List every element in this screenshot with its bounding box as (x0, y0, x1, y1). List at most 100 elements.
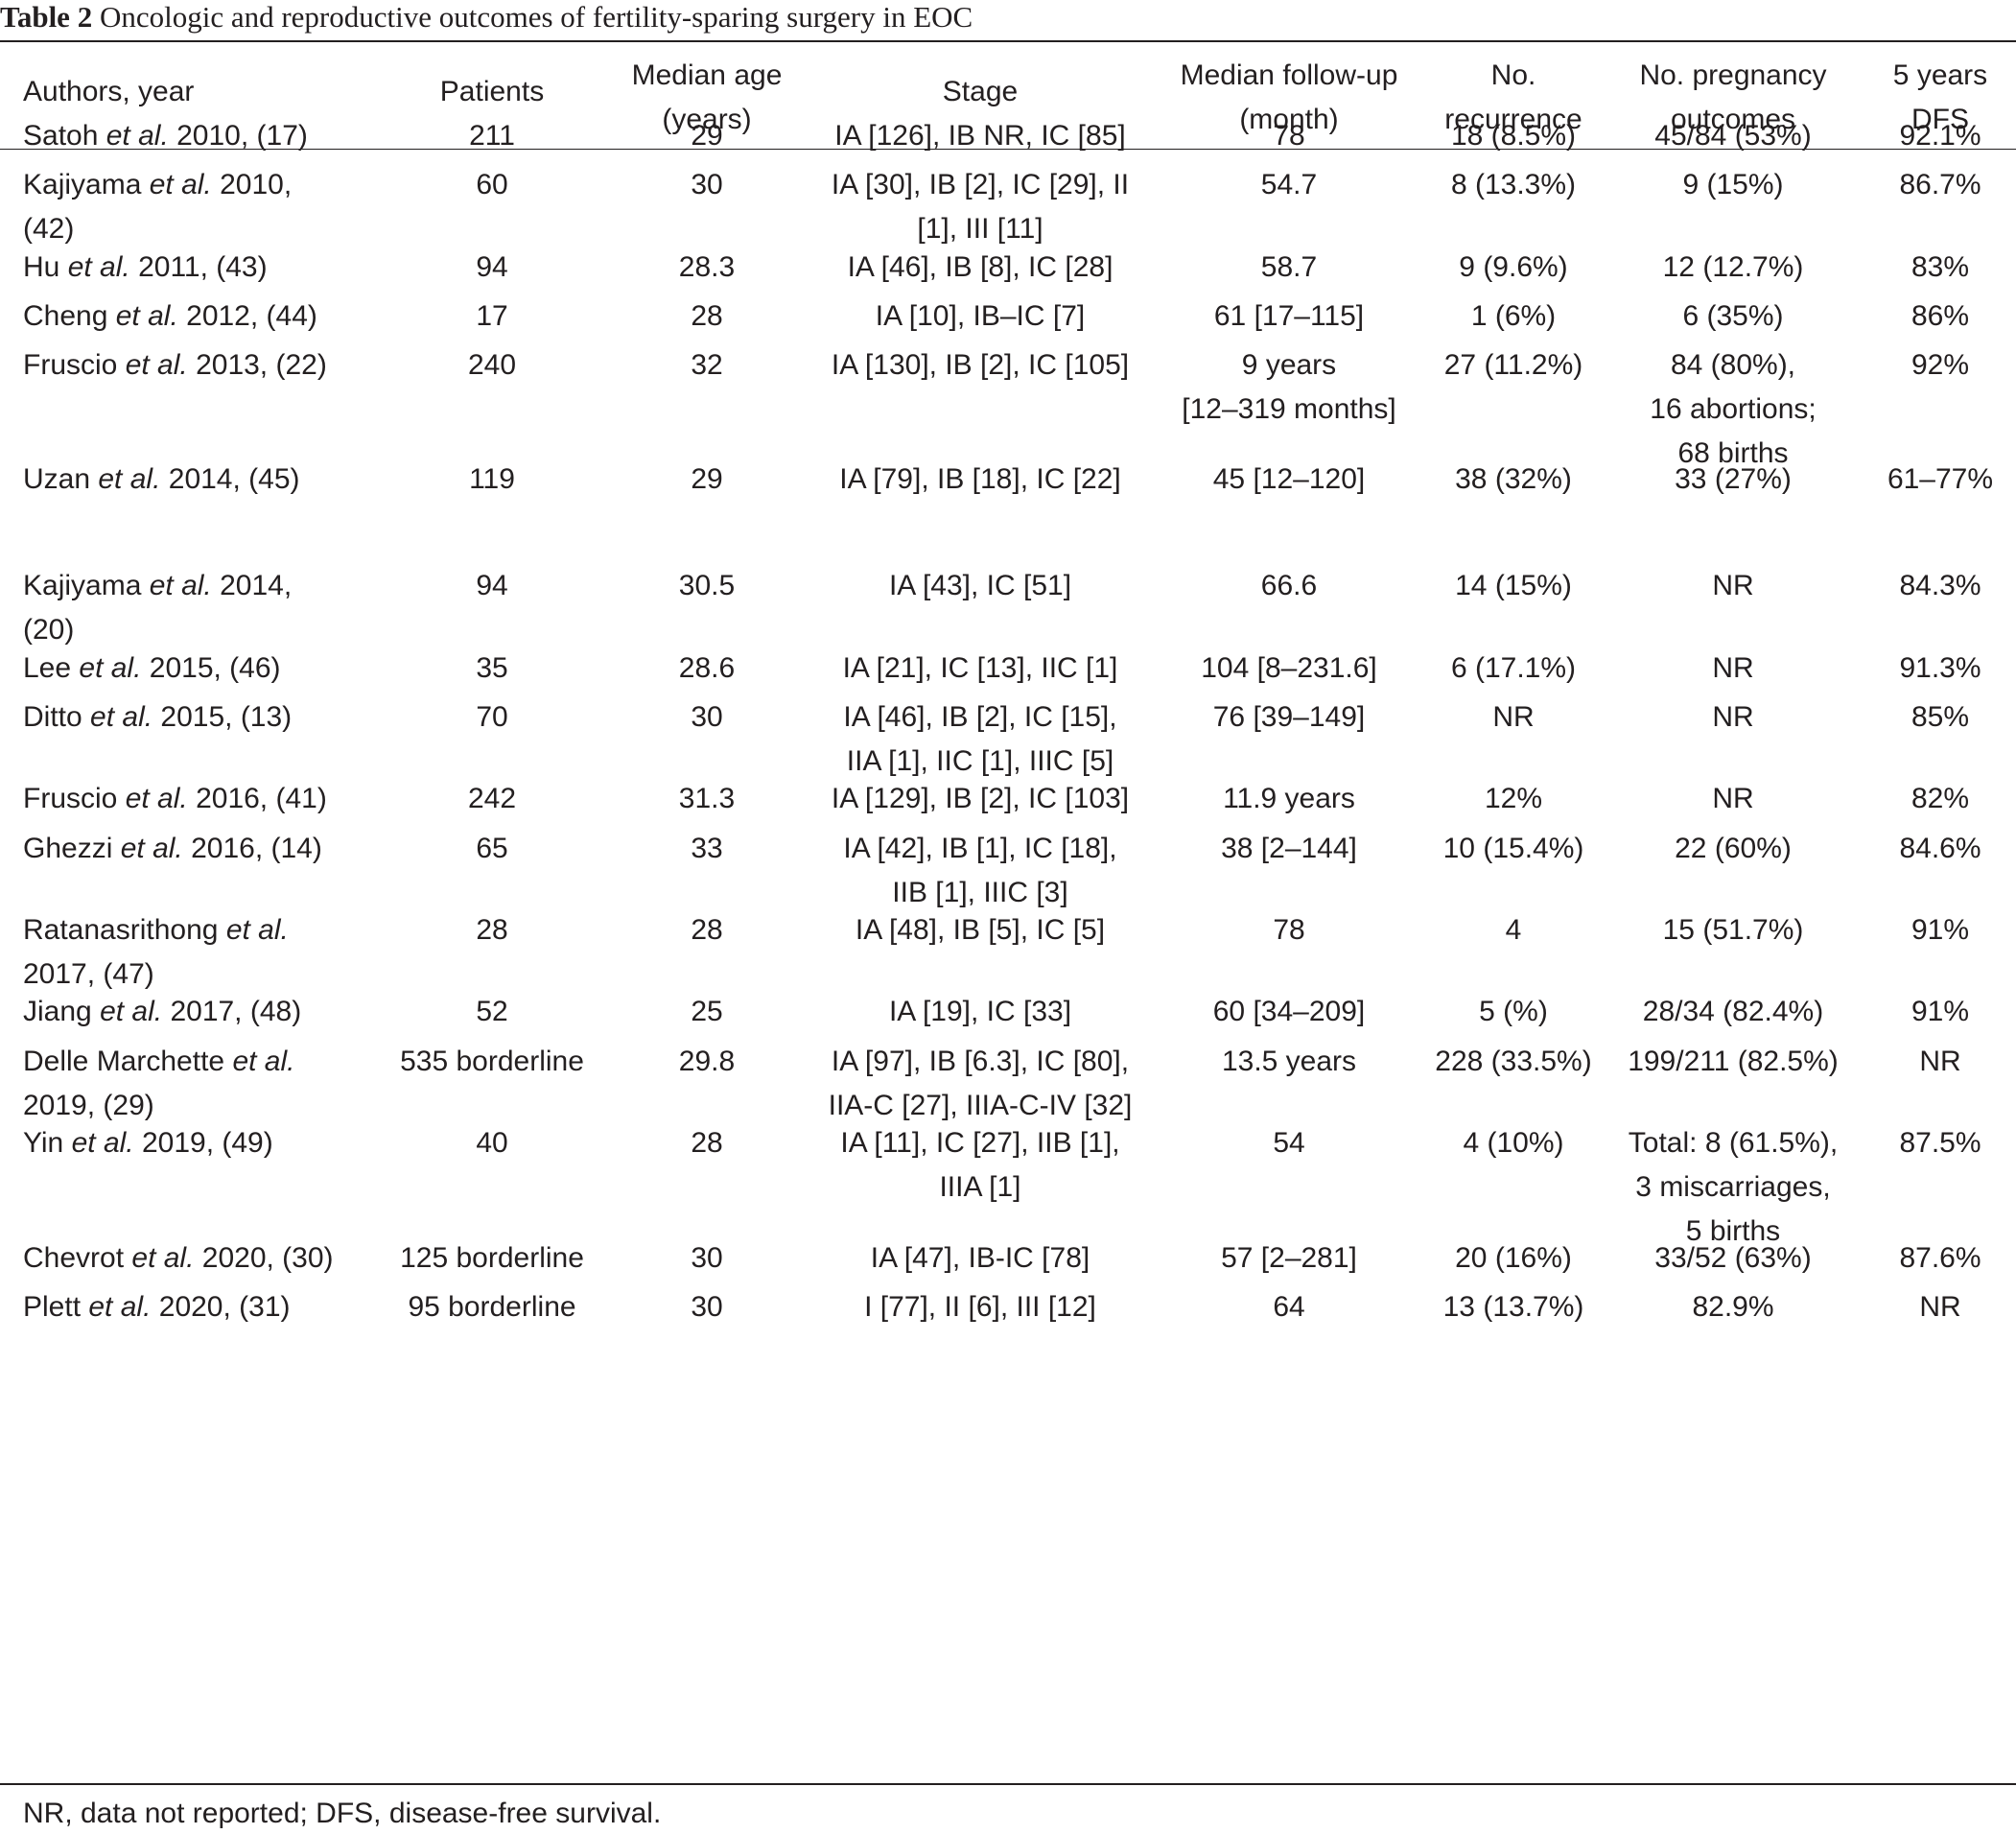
median-followup-cell: 64 (1145, 1285, 1433, 1329)
stage-cell: IA [48], IB [5], IC [5] (815, 908, 1145, 952)
dfs-value: 91% (1911, 996, 1970, 1027)
patients-cell: 119 (386, 458, 598, 502)
patients-value: 125 borderline (400, 1242, 584, 1274)
column-header-patients: Patients (386, 70, 598, 114)
dfs-value: 91% (1911, 914, 1970, 946)
patients-cell: 35 (386, 647, 598, 691)
median-followup-value: 78 (1273, 914, 1305, 946)
stage-value: IIA-C [27], IIIA-C-IV [32] (828, 1090, 1133, 1121)
dfs-value: 86.7% (1899, 169, 1981, 200)
dfs-cell: 61–77% (1872, 458, 2008, 502)
patients-cell: 94 (386, 564, 598, 608)
patients-value: 240 (467, 349, 517, 381)
author-line: Ditto et al. 2015, (13) (23, 695, 386, 740)
patients-cell: 95 borderline (386, 1285, 598, 1329)
recurrence-cell: 14 (15%) (1433, 564, 1594, 608)
author-name: Ghezzi (23, 833, 121, 864)
author-etal: et al. (120, 833, 183, 864)
dfs-cell: 84.6% (1872, 827, 2008, 871)
column-header-recurrence: No. recurrence (1433, 54, 1594, 142)
stage-value: IA [126], IB NR, IC [85] (834, 120, 1126, 152)
median-age-value: 30 (691, 701, 723, 733)
patients-value: 35 (476, 652, 508, 684)
median-followup-cell: 104 [8–231.6] (1145, 647, 1433, 691)
median-followup-cell: 9 years [12–319 months] (1145, 343, 1433, 432)
author-year-ref: 2016, (14) (182, 833, 322, 864)
patients-cell: 535 borderline (386, 1040, 598, 1084)
pregnancy-outcomes-value: Total: 8 (61.5%), (1628, 1127, 1839, 1159)
stage-cell: IA [30], IB [2], IC [29], II [1], III [11… (815, 163, 1145, 251)
patients-value: 95 borderline (408, 1291, 576, 1323)
author-cell: Kajiyama et al. 2014, (20) (23, 564, 386, 652)
pregnancy-outcomes-cell: NR (1594, 564, 1872, 608)
median-followup-value: [12–319 months] (1182, 393, 1396, 425)
pregnancy-outcomes-value: 28/34 (82.4%) (1642, 996, 1824, 1027)
column-header-line: Patients (439, 76, 545, 107)
pregnancy-outcomes-cell: 15 (51.7%) (1594, 908, 1872, 952)
author-line: Hu et al. 2011, (43) (23, 246, 386, 290)
author-name: Ratanasrithong (23, 914, 226, 946)
author-cell: Ghezzi et al. 2016, (14) (23, 827, 386, 871)
pregnancy-outcomes-cell: 45/84 (53%) (1594, 114, 1872, 158)
dfs-cell: 91.3% (1872, 647, 2008, 691)
stage-value: IA [130], IB [2], IC [105] (831, 349, 1130, 381)
author-year-ref-line2: 2019, (29) (23, 1090, 154, 1121)
median-age-cell: 28.6 (598, 647, 815, 691)
author-line: Kajiyama et al. 2014, (23, 564, 386, 608)
patients-value: 211 (469, 120, 515, 152)
column-header-median-age: Median age (years) (598, 54, 815, 142)
column-header-dfs: 5 years DFS (1872, 54, 2008, 142)
column-header-line: DFS (1911, 104, 1969, 135)
median-age-cell: 28.3 (598, 246, 815, 290)
pregnancy-outcomes-value: 68 births (1677, 437, 1789, 469)
stage-cell: IA [21], IC [13], IIC [1] (815, 647, 1145, 691)
stage-cell: IA [43], IC [51] (815, 564, 1145, 608)
column-header-line: Median follow-up (1180, 59, 1398, 91)
stage-value: IA [46], IB [8], IC [28] (847, 251, 1113, 283)
author-year-ref-line2: (42) (23, 213, 75, 245)
stage-value: IA [30], IB [2], IC [29], II (831, 169, 1130, 200)
median-age-cell: 30 (598, 163, 815, 207)
author-line: Yin et al. 2019, (49) (23, 1121, 386, 1165)
pregnancy-outcomes-cell: 82.9% (1594, 1285, 1872, 1329)
author-line: Ratanasrithong et al. (23, 908, 386, 952)
author-name: Kajiyama (23, 570, 150, 601)
pregnancy-outcomes-cell: Total: 8 (61.5%), 3 miscarriages, 5 births (1594, 1121, 1872, 1254)
pregnancy-outcomes-value: 84 (80%), (1670, 349, 1796, 381)
median-followup-value: 60 [34–209] (1212, 996, 1366, 1027)
patients-value: 60 (476, 169, 508, 200)
pregnancy-outcomes-cell: NR (1594, 695, 1872, 740)
author-name: Lee (23, 652, 80, 684)
table-bottom-rule (0, 1783, 2016, 1785)
stage-value: IIA [1], IIC [1], IIIC [5] (846, 745, 1114, 777)
median-followup-value: 38 [2–144] (1221, 833, 1357, 864)
pregnancy-outcomes-cell: NR (1594, 647, 1872, 691)
stage-value: IA [47], IB-IC [78] (870, 1242, 1090, 1274)
author-year-ref: 2016, (41) (187, 783, 327, 814)
median-age-cell: 29.8 (598, 1040, 815, 1084)
stage-value: IA [43], IC [51] (888, 570, 1072, 601)
recurrence-cell: 6 (17.1%) (1433, 647, 1594, 691)
patients-value: 40 (476, 1127, 508, 1159)
pregnancy-outcomes-cell: 9 (15%) (1594, 163, 1872, 207)
dfs-cell: 85% (1872, 695, 2008, 740)
median-age-value: 28 (691, 914, 723, 946)
patients-value: 119 (469, 463, 515, 495)
median-followup-cell: 54.7 (1145, 163, 1433, 207)
patients-cell: 211 (386, 114, 598, 158)
stage-cell: IA [129], IB [2], IC [103] (815, 777, 1145, 821)
median-followup-cell: 61 [17–115] (1145, 294, 1433, 339)
dfs-cell: NR (1872, 1040, 2008, 1084)
author-etal: et al. (232, 1046, 295, 1077)
column-header-median-followup: Median follow-up (month) (1145, 54, 1433, 142)
median-followup-value: 66.6 (1260, 570, 1318, 601)
dfs-value: 91.3% (1899, 652, 1981, 684)
author-year-ref: 2013, (22) (187, 349, 327, 381)
stage-cell: IA [126], IB NR, IC [85] (815, 114, 1145, 158)
stage-value: IA [19], IC [33] (888, 996, 1072, 1027)
author-year-ref: 2010, (17) (168, 120, 308, 152)
pregnancy-outcomes-value: 6 (35%) (1682, 300, 1784, 332)
author-etal: et al. (67, 251, 130, 283)
median-followup-cell: 78 (1145, 908, 1433, 952)
median-followup-cell: 66.6 (1145, 564, 1433, 608)
